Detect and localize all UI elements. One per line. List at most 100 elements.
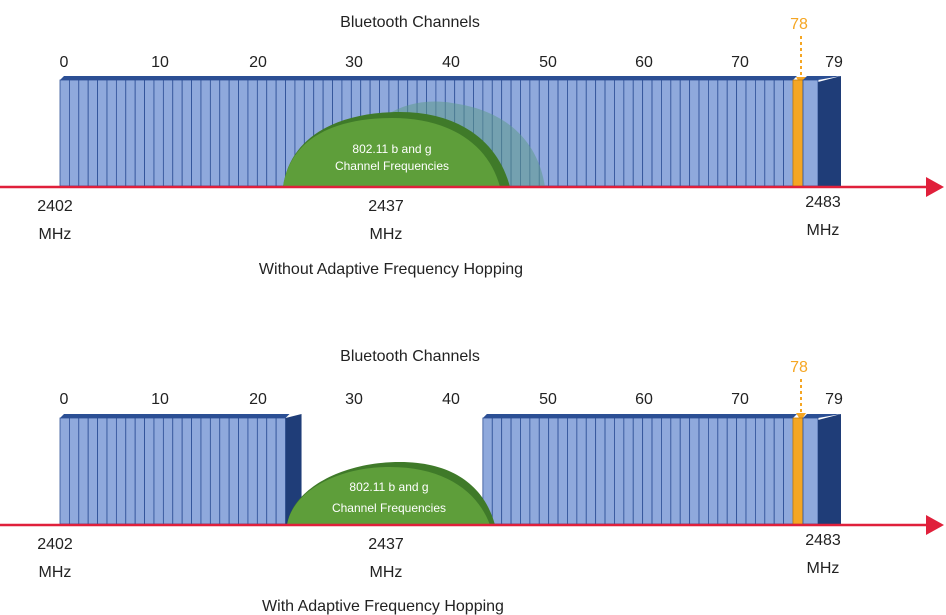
bt-channel-70	[717, 417, 728, 525]
bt-channel-72	[736, 417, 747, 525]
channel-tick-label: 50	[539, 391, 557, 408]
bt-channel-2	[78, 79, 89, 187]
bt-channel-16	[209, 79, 221, 187]
bt-channel-53	[557, 79, 568, 187]
channel-78-arrowhead	[796, 413, 806, 421]
bt-channel-65	[670, 417, 681, 525]
bt-channel-6	[115, 417, 127, 525]
bt-channel-78	[792, 417, 804, 525]
channel-tick-label: 10	[151, 54, 169, 71]
bt-channel-23	[275, 417, 286, 525]
bt-channel-6	[115, 79, 127, 187]
bt-channel-21	[256, 417, 268, 525]
bt-channel-61	[632, 79, 644, 187]
bt-channel-64	[661, 79, 672, 187]
bt-channel-46	[491, 417, 503, 525]
bt-channel-61	[632, 417, 644, 525]
bt-channel-53	[557, 417, 568, 525]
bt-channel-7	[125, 79, 136, 187]
channel-tick-label: 60	[635, 54, 653, 71]
bt-channel-75	[764, 417, 775, 525]
channel-tick-label: 40	[442, 54, 460, 71]
bt-channel-1	[69, 417, 80, 525]
bt-channel-75	[764, 79, 775, 187]
bt-channel-56	[585, 79, 597, 187]
bt-channel-76	[773, 79, 785, 187]
bt-channel-2	[78, 417, 89, 525]
bt-channel-17	[219, 79, 230, 187]
channel-78-label: 78	[790, 16, 808, 33]
bt-channel-15	[200, 79, 211, 187]
bt-channel-59	[614, 417, 625, 525]
bt-channel-23	[275, 79, 286, 187]
freq-end-value: 2483	[805, 532, 841, 549]
bt-channel-54	[567, 417, 578, 525]
panel-title: Bluetooth Channels	[340, 348, 480, 365]
channel-bars	[59, 414, 841, 525]
channel-block-side	[285, 414, 302, 524]
bt-channel-22	[266, 79, 277, 187]
bt-channel-63	[651, 79, 662, 187]
bt-channel-14	[191, 79, 202, 187]
bt-channel-69	[708, 417, 719, 525]
bt-channel-64	[661, 417, 672, 525]
channel-tick-label: 0	[60, 54, 69, 71]
freq-mid-value: 2437	[368, 536, 404, 553]
bt-channel-55	[576, 417, 587, 525]
freq-end-value: 2483	[805, 194, 841, 211]
bt-channel-52	[548, 417, 559, 525]
channel-tick-label: 20	[249, 54, 267, 71]
bt-channel-15	[200, 417, 211, 525]
bt-channel-11	[162, 79, 174, 187]
bt-channel-0	[59, 79, 70, 187]
bt-channel-22	[266, 417, 277, 525]
wifi-label-line1: 802.11 b and g	[352, 142, 431, 156]
bt-channel-10	[153, 417, 164, 525]
panel-without-afh: Bluetooth Channels 0 10 20 30 40 50 60 7…	[0, 14, 944, 278]
channel-block-top	[482, 414, 797, 418]
bt-channel-54	[567, 79, 578, 187]
bt-channel-71	[726, 79, 738, 187]
wifi-label-line2: Channel Frequencies	[332, 501, 446, 515]
panel-caption: Without Adaptive Frequency Hopping	[259, 261, 523, 278]
bt-channel-67	[689, 417, 700, 525]
panel-with-afh: Bluetooth Channels 0 10 20 30 40 50 60 7…	[0, 348, 944, 615]
channel-strip-top	[803, 76, 841, 80]
bt-channel-8	[134, 79, 145, 187]
bt-channel-78	[792, 79, 804, 187]
freq-start-value: 2402	[37, 536, 73, 553]
wifi-band: 802.11 b and g Channel Frequencies	[283, 101, 545, 187]
bt-channel-74	[755, 417, 766, 525]
bt-channel-4	[97, 79, 108, 187]
channel-tick-label: 40	[442, 391, 460, 408]
bt-channel-9	[144, 417, 155, 525]
wifi-label-line2: Channel Frequencies	[335, 159, 449, 173]
channel-block-top	[60, 414, 290, 418]
channel-tick-label: 10	[151, 391, 169, 408]
bt-channel-17	[219, 417, 230, 525]
wifi-band: 802.11 b and g Channel Frequencies	[287, 462, 495, 525]
bt-channel-56	[585, 417, 597, 525]
bt-channel-21	[256, 79, 268, 187]
channel-strip-top	[803, 414, 841, 418]
bt-channel-69	[708, 79, 719, 187]
wifi-label-line1: 802.11 b and g	[349, 480, 428, 494]
bt-channel-9	[144, 79, 155, 187]
bt-channel-52	[548, 79, 559, 187]
channel-78-label: 78	[790, 359, 808, 376]
bt-channel-65	[670, 79, 681, 187]
bt-channel-11	[162, 417, 174, 525]
bt-channel-5	[106, 417, 117, 525]
wifi-band-shape	[287, 467, 490, 525]
panel-title: Bluetooth Channels	[340, 14, 480, 31]
bt-channel-49	[520, 417, 531, 525]
bt-channel-57	[595, 417, 606, 525]
bt-channel-13	[181, 417, 192, 525]
bt-channel-68	[698, 417, 709, 525]
bt-channel-76	[773, 417, 785, 525]
channel-tick-label: 30	[345, 391, 363, 408]
channel-tick-label: 60	[635, 391, 653, 408]
bt-channel-73	[745, 79, 756, 187]
bt-channel-0	[59, 417, 70, 525]
bt-channel-20	[247, 417, 258, 525]
